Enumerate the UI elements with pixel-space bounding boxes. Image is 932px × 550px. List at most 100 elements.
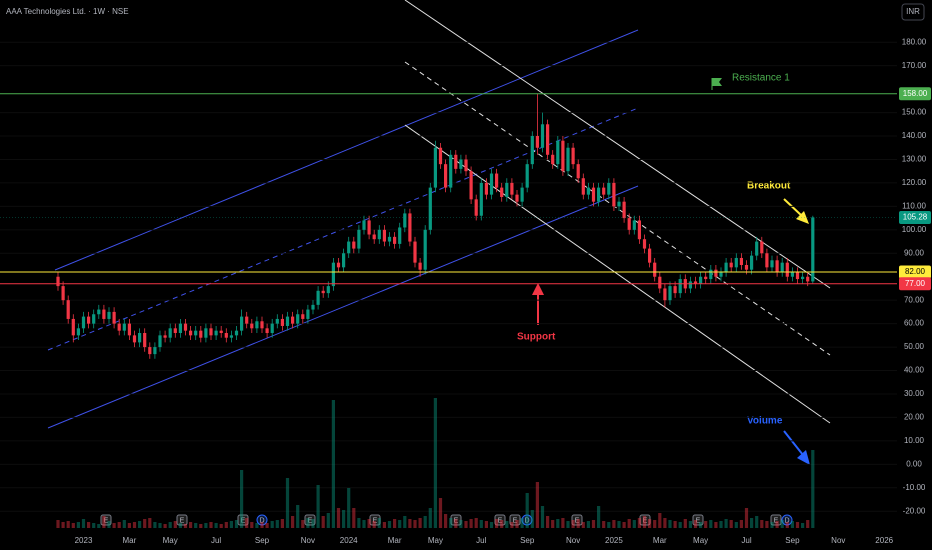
volume-bar bbox=[81, 519, 86, 528]
volume-bar bbox=[393, 519, 397, 528]
y-tick-label: 180.00 bbox=[902, 37, 927, 46]
candle-body bbox=[408, 213, 412, 242]
volume-bar bbox=[811, 450, 815, 528]
candle-body bbox=[739, 257, 743, 265]
candle-body bbox=[398, 227, 402, 244]
candle-body bbox=[551, 154, 555, 165]
candle-body bbox=[535, 136, 539, 148]
volume-bar bbox=[245, 518, 249, 528]
candle-body bbox=[474, 199, 478, 216]
volume-bar bbox=[566, 521, 570, 528]
candle-body bbox=[530, 136, 534, 165]
down-channel-lower bbox=[404, 124, 831, 424]
candle-body bbox=[795, 272, 800, 280]
price-line-box bbox=[899, 87, 931, 101]
candle-body bbox=[505, 182, 509, 197]
volume-bar bbox=[642, 516, 647, 528]
volume-bar bbox=[597, 506, 601, 528]
x-tick-label: Jul bbox=[741, 536, 751, 545]
candle-body bbox=[648, 248, 652, 263]
volume-bar bbox=[316, 485, 320, 528]
volume-bar bbox=[306, 518, 310, 528]
candle-body bbox=[316, 290, 320, 305]
volume-bar bbox=[780, 520, 784, 528]
currency-box[interactable] bbox=[901, 3, 925, 21]
candle-body bbox=[403, 213, 407, 228]
volume-bar bbox=[546, 516, 550, 528]
earnings-marker bbox=[770, 514, 782, 526]
y-tick-label: 30.00 bbox=[904, 389, 925, 398]
volume-bar bbox=[683, 519, 687, 528]
candle-body bbox=[663, 288, 667, 301]
candle-body bbox=[627, 218, 631, 230]
volume-bar bbox=[469, 519, 473, 528]
candle-body bbox=[755, 241, 759, 256]
volume-bar bbox=[668, 520, 672, 528]
candle-body bbox=[204, 328, 208, 338]
candle-body bbox=[801, 276, 805, 280]
price-line-label: 77.00 bbox=[905, 279, 926, 288]
currency[interactable]: INR bbox=[906, 7, 920, 16]
resistance-label: Resistance 1 bbox=[732, 73, 790, 84]
volume-bar bbox=[382, 522, 386, 528]
candle-body bbox=[245, 316, 249, 324]
volume-bar bbox=[112, 523, 116, 528]
candle-body bbox=[469, 171, 473, 200]
volume-bar bbox=[122, 520, 126, 528]
event-label: E bbox=[241, 517, 246, 524]
y-tick-label: 120.00 bbox=[902, 178, 927, 187]
volume-bar bbox=[423, 516, 427, 528]
volume-bar bbox=[194, 523, 198, 528]
candle-body bbox=[724, 262, 728, 273]
volume-bar bbox=[433, 398, 437, 528]
volume-bar bbox=[454, 519, 458, 528]
y-tick-label: -10.00 bbox=[903, 483, 926, 492]
candle-body bbox=[275, 318, 279, 324]
candle-body bbox=[71, 318, 75, 336]
event-label: D bbox=[524, 517, 529, 524]
candle-body bbox=[285, 316, 290, 326]
candle-body bbox=[811, 217, 815, 282]
candle-body bbox=[775, 260, 779, 273]
event-label: E bbox=[454, 517, 459, 524]
candle-body bbox=[56, 276, 60, 287]
candle-body bbox=[704, 276, 708, 280]
volume-bar bbox=[66, 521, 70, 528]
candle-body bbox=[301, 314, 305, 319]
candle-body bbox=[454, 154, 458, 169]
event-label: E bbox=[513, 517, 518, 524]
volume-bar bbox=[229, 521, 233, 528]
candle-body bbox=[102, 309, 106, 319]
volume-bar bbox=[709, 520, 713, 528]
volume-bar bbox=[729, 520, 733, 528]
candle-body bbox=[372, 234, 376, 240]
candle-body bbox=[377, 229, 381, 240]
channel-mid bbox=[47, 107, 639, 351]
volume-bar bbox=[637, 518, 641, 528]
candle-body bbox=[240, 316, 244, 331]
y-tick-label: 50.00 bbox=[904, 342, 925, 351]
candle-body bbox=[780, 262, 784, 273]
volume-bar bbox=[739, 520, 743, 528]
candle-body bbox=[750, 255, 754, 270]
volume-bar bbox=[255, 523, 259, 528]
candle-body bbox=[87, 316, 91, 324]
candle-body bbox=[336, 262, 341, 268]
volume-bar bbox=[484, 521, 488, 528]
volume-bar bbox=[449, 518, 453, 528]
earnings-marker bbox=[639, 514, 651, 526]
candle-body bbox=[510, 182, 514, 195]
volume-bar bbox=[704, 521, 708, 528]
candle-body bbox=[489, 173, 494, 195]
volume-bar bbox=[127, 523, 131, 528]
volume-bar bbox=[362, 520, 366, 528]
candle-body bbox=[566, 147, 570, 172]
candle-body bbox=[586, 187, 590, 195]
candle-body bbox=[209, 328, 213, 336]
candle-body bbox=[734, 257, 738, 268]
volume-bar bbox=[326, 513, 330, 528]
candle-body bbox=[148, 347, 152, 355]
volume-bar bbox=[87, 522, 91, 528]
volume-bar bbox=[296, 505, 300, 528]
volume-bar bbox=[576, 519, 580, 528]
